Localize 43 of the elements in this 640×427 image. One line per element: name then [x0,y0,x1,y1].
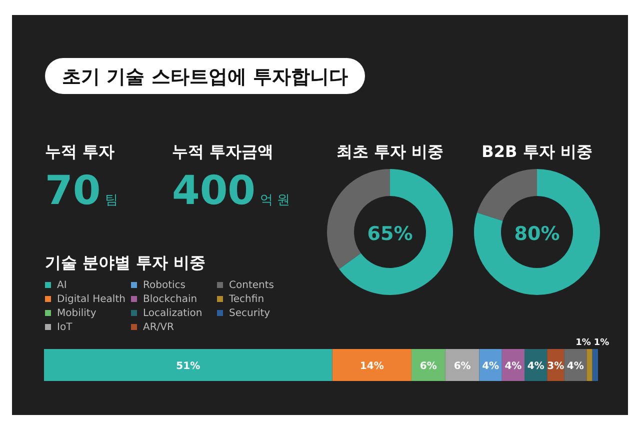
text: 초기 기술 스타트업에 투자합니다 [62,66,348,88]
legend-label: Security [229,308,270,319]
legend-label: IoT [57,322,74,333]
data-label: 3% [547,361,564,372]
data-label: 4% [504,361,522,372]
text: 400 [172,168,256,214]
data-label: 80% [514,223,560,245]
bar [592,349,598,381]
legend-label: Digital Health [57,294,126,305]
chart-title: 기술 분야별 투자 비중 [45,253,206,272]
data-label: 6% [454,361,471,372]
chart-title: 최초 투자 비중 [336,142,444,161]
legend-label: Blockchain [143,294,198,305]
text: 억 원 [260,193,290,208]
donut-slice [477,169,537,221]
legend-label: Localization [143,308,202,319]
data-label: 65% [367,223,413,245]
data-label: 51% [176,361,200,372]
bar [411,349,446,381]
legend-label: Contents [229,280,274,291]
legend-label: AI [57,280,67,291]
data-label: 4% [482,361,500,372]
data-label: 4% [527,361,544,372]
bar [44,349,332,381]
chart-title: B2B 투자 비중 [482,142,592,161]
legend-label: Robotics [143,280,186,291]
data-label: 14% [360,361,384,372]
donut-slice [474,169,600,295]
data-label: 1% [594,338,610,348]
legend-label: Mobility [57,308,96,319]
bar [445,349,480,381]
donut-slice [339,169,453,295]
text: 누적 투자금액 [172,142,274,161]
data-label: 4% [566,361,584,372]
legend-label: Techfin [228,294,264,305]
text: 팀 [105,193,118,208]
text: 70 [45,168,101,214]
bar [586,349,592,381]
data-label: 1% [576,338,591,348]
legend-label: AR/VR [143,322,174,333]
bar [332,349,412,381]
data-label: 6% [420,361,437,372]
text: 누적 투자 [45,142,115,161]
